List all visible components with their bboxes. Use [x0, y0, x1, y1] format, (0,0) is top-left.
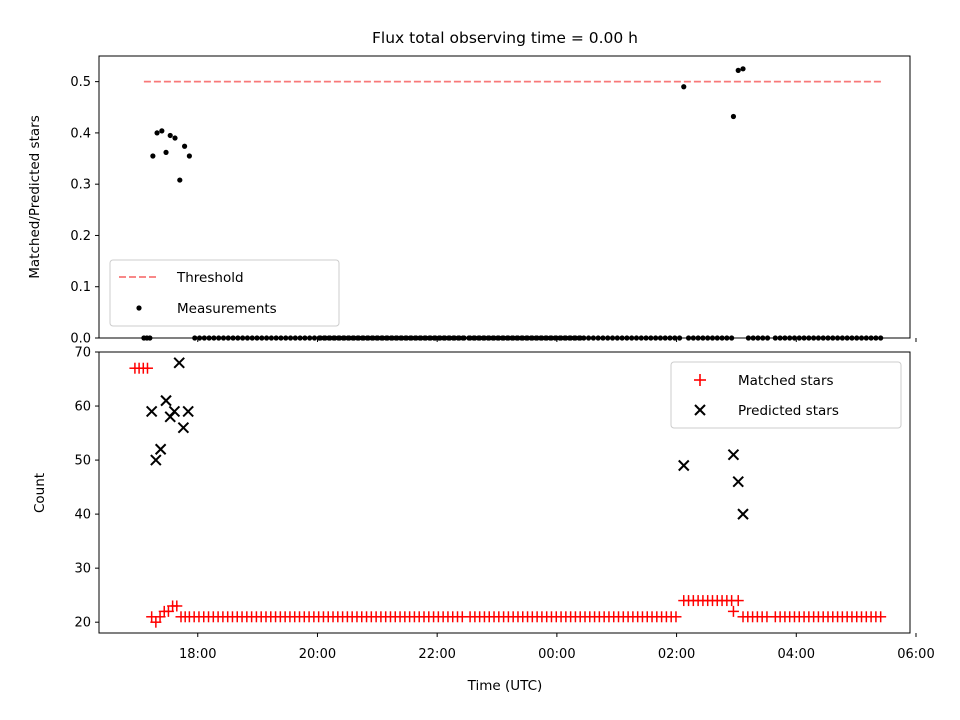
- measurement-point: [681, 84, 687, 90]
- bottom-x-tick-label: 18:00: [179, 647, 216, 662]
- bottom-legend-box: [670, 361, 902, 429]
- bottom-y-axis-label: Count: [32, 473, 48, 513]
- top-y-tick-label: 0.5: [70, 75, 91, 90]
- predicted-star-marker-b: [150, 454, 162, 466]
- top-legend-box: [109, 259, 340, 327]
- legend-matched-label: Matched stars: [738, 373, 834, 389]
- predicted-star-marker-b: [727, 448, 740, 461]
- bottom-y-tick-label: 60: [74, 400, 91, 415]
- bottom-x-tick-label: 02:00: [658, 647, 695, 662]
- predicted-star-marker: [154, 443, 167, 455]
- predicted-star-marker: [150, 454, 162, 466]
- bottom-legend: Matched stars Predicted stars: [670, 361, 902, 429]
- bottom-y-tick-label: 50: [74, 454, 91, 469]
- bottom-y-tick-label: 70: [74, 346, 91, 361]
- predicted-star-marker: [160, 394, 172, 407]
- matched-star-marker: [141, 362, 153, 374]
- predicted-star-marker-b: [737, 508, 749, 520]
- measurement-point: [163, 149, 169, 155]
- measurement-point: [154, 130, 160, 136]
- predicted-star-marker-b: [145, 405, 158, 418]
- top-legend: Threshold Measurements: [109, 259, 340, 327]
- bottom-y-tick-label: 40: [74, 508, 91, 523]
- bottom-x-tick-label: 04:00: [778, 647, 815, 662]
- matched-star-marker: [670, 611, 682, 623]
- predicted-star-marker: [737, 508, 749, 520]
- measurement-point: [150, 153, 156, 159]
- predicted-star-marker: [182, 405, 194, 418]
- measurement-point: [177, 177, 183, 183]
- bottom-x-tick-label: 06:00: [897, 647, 934, 662]
- measurement-point: [735, 67, 741, 73]
- bottom-x-tick-label: 20:00: [299, 647, 336, 662]
- bottom-plot-area: [129, 357, 887, 628]
- top-y-tick-label: 0.2: [70, 229, 91, 244]
- predicted-star-marker: [727, 448, 740, 461]
- legend-measurements-swatch: [136, 305, 142, 311]
- legend-predicted-label: Predicted stars: [738, 403, 839, 419]
- matched-star-marker: [732, 595, 744, 607]
- predicted-star-marker: [678, 459, 690, 472]
- predicted-star-marker-b: [154, 443, 167, 455]
- predicted-star-marker-b: [177, 421, 190, 434]
- legend-predicted-swatch: [694, 404, 706, 416]
- matched-star-marker: [727, 605, 739, 617]
- predicted-star-marker-b: [678, 459, 690, 472]
- chart-title: Flux total observing time = 0.00 h: [372, 29, 638, 47]
- top-y-tick-label: 0.0: [70, 332, 91, 347]
- matched-star-marker: [171, 600, 183, 612]
- predicted-star-marker-b: [168, 405, 181, 418]
- predicted-star-marker-b: [160, 394, 172, 407]
- top-y-axis-label: Matched/Predicted stars: [27, 115, 43, 278]
- predicted-star-marker-b: [173, 357, 185, 369]
- legend-threshold-label: Threshold: [176, 270, 244, 286]
- predicted-star-marker-b: [182, 405, 194, 418]
- bottom-y-tick-label: 20: [74, 616, 91, 631]
- bottom-plot-frame: [98, 351, 911, 634]
- legend-matched-swatch: [694, 374, 706, 386]
- measurement-point: [186, 153, 192, 159]
- measurement-point: [730, 113, 737, 120]
- predicted-star-marker: [732, 475, 744, 488]
- top-y-tick-label: 0.1: [70, 280, 91, 295]
- measurement-point: [159, 128, 165, 134]
- predicted-star-marker: [145, 405, 158, 418]
- bottom-x-tick-label: 22:00: [418, 647, 455, 662]
- bottom-x-tick-label: 00:00: [538, 647, 575, 662]
- measurement-point: [740, 66, 746, 72]
- predicted-star-marker: [177, 421, 190, 434]
- top-y-tick-label: 0.3: [70, 178, 91, 193]
- predicted-star-marker: [168, 405, 181, 418]
- predicted-star-marker-b: [732, 475, 744, 488]
- legend-measurements-label: Measurements: [177, 301, 277, 317]
- measurement-point: [181, 143, 188, 149]
- measurement-point: [167, 132, 173, 139]
- predicted-star-marker: [173, 357, 185, 369]
- x-axis-label: Time (UTC): [467, 678, 543, 694]
- bottom-y-tick-label: 30: [74, 562, 91, 577]
- top-y-tick-label: 0.4: [70, 126, 91, 141]
- measurement-point: [172, 135, 178, 141]
- top-plot-frame: [98, 55, 911, 339]
- matched-star-marker: [875, 611, 887, 623]
